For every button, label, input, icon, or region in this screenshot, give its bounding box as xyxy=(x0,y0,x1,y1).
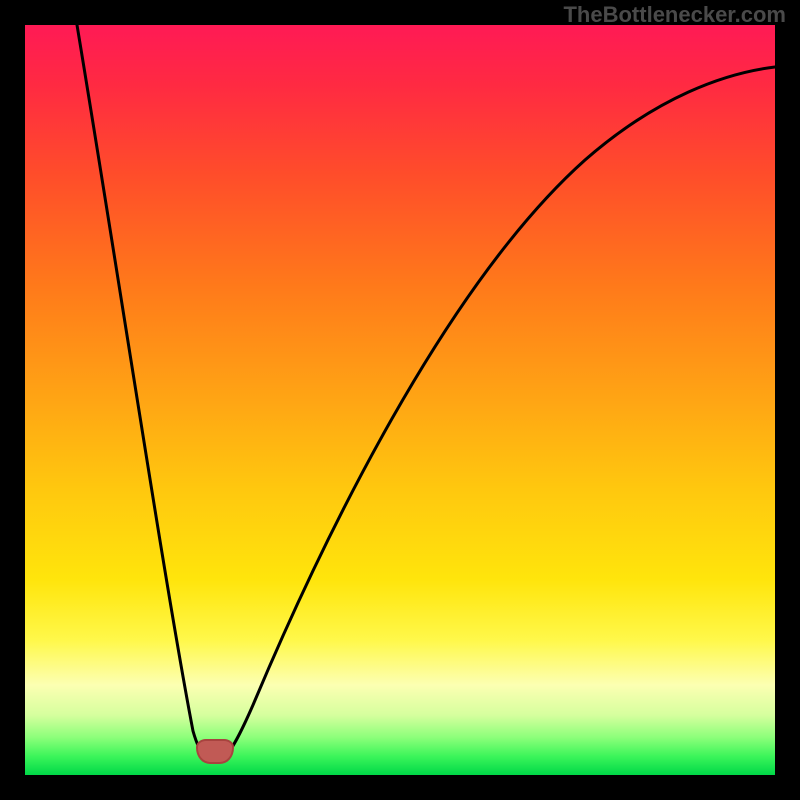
chart-outer-frame: TheBottlenecker.com xyxy=(0,0,800,800)
watermark-text: TheBottlenecker.com xyxy=(563,2,786,28)
optimal-dip-marker xyxy=(196,739,234,764)
chart-plot-area xyxy=(25,25,775,775)
